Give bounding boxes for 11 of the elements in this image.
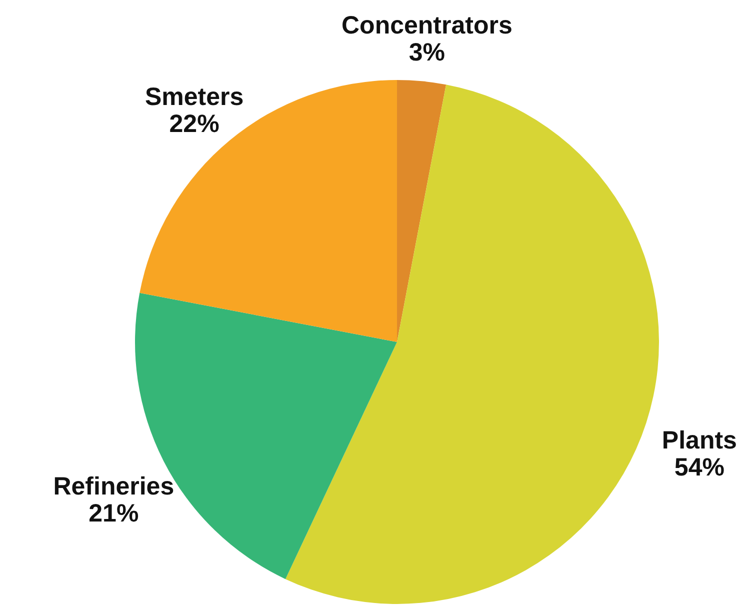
pie-slice <box>285 84 659 604</box>
data-label: 21% <box>88 499 139 528</box>
slice-label: Concentrators <box>341 11 512 40</box>
data-label: 3% <box>408 38 445 66</box>
pie-slice <box>397 80 446 342</box>
slice-label: Plants <box>662 426 737 454</box>
slice-label: Refineries <box>53 472 174 500</box>
slice-label: Smeters <box>144 82 244 111</box>
pie-slice <box>140 80 397 342</box>
data-label: 22% <box>169 110 220 138</box>
data-label: 54% <box>674 453 724 482</box>
